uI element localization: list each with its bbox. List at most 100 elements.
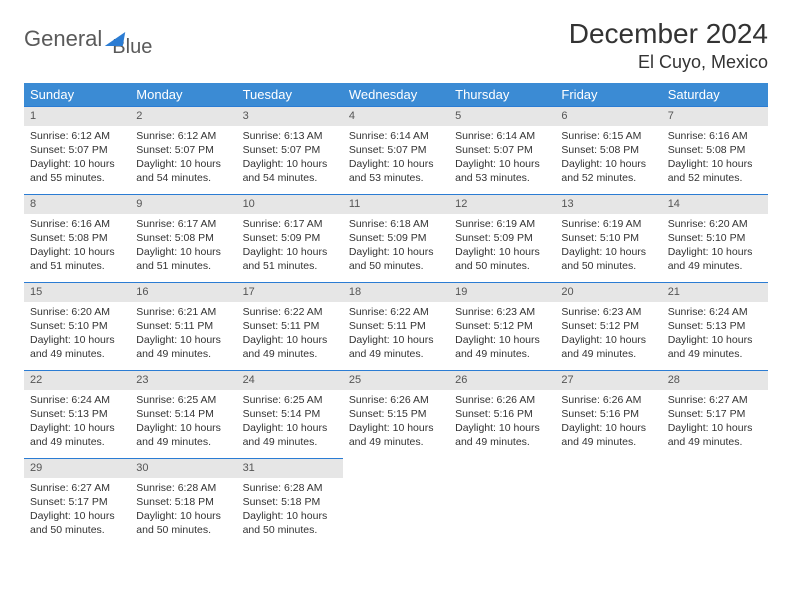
daylight-line: Daylight: 10 hours and 50 minutes. [243,509,337,537]
sunrise-line: Sunrise: 6:17 AM [243,217,337,231]
day-number: 30 [130,458,236,478]
daylight-line: Daylight: 10 hours and 49 minutes. [455,421,549,449]
day-number: 1 [24,106,130,126]
day-number: 25 [343,370,449,390]
day-number: 2 [130,106,236,126]
day-number: 6 [555,106,661,126]
sunset-line: Sunset: 5:08 PM [136,231,230,245]
sunrise-line: Sunrise: 6:12 AM [30,129,124,143]
day-number: 15 [24,282,130,302]
day-body: Sunrise: 6:12 AMSunset: 5:07 PMDaylight:… [130,126,236,192]
day-number: 21 [662,282,768,302]
sunset-line: Sunset: 5:09 PM [243,231,337,245]
sunset-line: Sunset: 5:16 PM [561,407,655,421]
calendar-cell: 28Sunrise: 6:27 AMSunset: 5:17 PMDayligh… [662,370,768,458]
calendar-cell-empty [343,458,449,546]
day-number: 10 [237,194,343,214]
sunrise-line: Sunrise: 6:16 AM [668,129,762,143]
day-number: 16 [130,282,236,302]
day-number: 17 [237,282,343,302]
sunset-line: Sunset: 5:08 PM [30,231,124,245]
day-body: Sunrise: 6:17 AMSunset: 5:09 PMDaylight:… [237,214,343,280]
sunrise-line: Sunrise: 6:22 AM [243,305,337,319]
calendar-cell: 4Sunrise: 6:14 AMSunset: 5:07 PMDaylight… [343,106,449,194]
day-number: 31 [237,458,343,478]
day-body: Sunrise: 6:20 AMSunset: 5:10 PMDaylight:… [24,302,130,368]
sunrise-line: Sunrise: 6:26 AM [349,393,443,407]
calendar-cell: 9Sunrise: 6:17 AMSunset: 5:08 PMDaylight… [130,194,236,282]
day-body: Sunrise: 6:17 AMSunset: 5:08 PMDaylight:… [130,214,236,280]
sunset-line: Sunset: 5:12 PM [561,319,655,333]
day-body: Sunrise: 6:28 AMSunset: 5:18 PMDaylight:… [237,478,343,544]
calendar-cell: 23Sunrise: 6:25 AMSunset: 5:14 PMDayligh… [130,370,236,458]
calendar-head: SundayMondayTuesdayWednesdayThursdayFrid… [24,83,768,106]
sunrise-line: Sunrise: 6:20 AM [30,305,124,319]
daylight-line: Daylight: 10 hours and 54 minutes. [243,157,337,185]
day-number: 8 [24,194,130,214]
sunrise-line: Sunrise: 6:14 AM [455,129,549,143]
sunset-line: Sunset: 5:09 PM [349,231,443,245]
calendar-cell: 16Sunrise: 6:21 AMSunset: 5:11 PMDayligh… [130,282,236,370]
sunrise-line: Sunrise: 6:27 AM [668,393,762,407]
calendar-cell: 21Sunrise: 6:24 AMSunset: 5:13 PMDayligh… [662,282,768,370]
daylight-line: Daylight: 10 hours and 50 minutes. [561,245,655,273]
sunset-line: Sunset: 5:12 PM [455,319,549,333]
sunset-line: Sunset: 5:11 PM [349,319,443,333]
day-body: Sunrise: 6:13 AMSunset: 5:07 PMDaylight:… [237,126,343,192]
calendar-cell: 5Sunrise: 6:14 AMSunset: 5:07 PMDaylight… [449,106,555,194]
sunset-line: Sunset: 5:15 PM [349,407,443,421]
sunrise-line: Sunrise: 6:26 AM [455,393,549,407]
day-number: 20 [555,282,661,302]
daylight-line: Daylight: 10 hours and 54 minutes. [136,157,230,185]
calendar-cell: 18Sunrise: 6:22 AMSunset: 5:11 PMDayligh… [343,282,449,370]
sunset-line: Sunset: 5:07 PM [136,143,230,157]
calendar-cell-empty [449,458,555,546]
sunset-line: Sunset: 5:10 PM [668,231,762,245]
day-body: Sunrise: 6:25 AMSunset: 5:14 PMDaylight:… [130,390,236,456]
day-body: Sunrise: 6:15 AMSunset: 5:08 PMDaylight:… [555,126,661,192]
day-number: 28 [662,370,768,390]
calendar-cell: 19Sunrise: 6:23 AMSunset: 5:12 PMDayligh… [449,282,555,370]
daylight-line: Daylight: 10 hours and 52 minutes. [561,157,655,185]
daylight-line: Daylight: 10 hours and 49 minutes. [136,421,230,449]
day-body: Sunrise: 6:22 AMSunset: 5:11 PMDaylight:… [237,302,343,368]
sunset-line: Sunset: 5:16 PM [455,407,549,421]
day-body: Sunrise: 6:19 AMSunset: 5:09 PMDaylight:… [449,214,555,280]
daylight-line: Daylight: 10 hours and 49 minutes. [349,333,443,361]
sunrise-line: Sunrise: 6:21 AM [136,305,230,319]
day-body: Sunrise: 6:25 AMSunset: 5:14 PMDaylight:… [237,390,343,456]
calendar-cell: 7Sunrise: 6:16 AMSunset: 5:08 PMDaylight… [662,106,768,194]
day-body: Sunrise: 6:27 AMSunset: 5:17 PMDaylight:… [662,390,768,456]
sunset-line: Sunset: 5:07 PM [30,143,124,157]
month-title: December 2024 [569,18,768,50]
weekday-header: Wednesday [343,83,449,106]
day-body: Sunrise: 6:26 AMSunset: 5:15 PMDaylight:… [343,390,449,456]
daylight-line: Daylight: 10 hours and 49 minutes. [30,333,124,361]
calendar-cell: 11Sunrise: 6:18 AMSunset: 5:09 PMDayligh… [343,194,449,282]
daylight-line: Daylight: 10 hours and 49 minutes. [561,421,655,449]
daylight-line: Daylight: 10 hours and 49 minutes. [668,245,762,273]
calendar-cell: 20Sunrise: 6:23 AMSunset: 5:12 PMDayligh… [555,282,661,370]
daylight-line: Daylight: 10 hours and 49 minutes. [243,421,337,449]
day-number: 24 [237,370,343,390]
sunrise-line: Sunrise: 6:20 AM [668,217,762,231]
weekday-header: Monday [130,83,236,106]
calendar-cell: 1Sunrise: 6:12 AMSunset: 5:07 PMDaylight… [24,106,130,194]
calendar-cell-empty [555,458,661,546]
daylight-line: Daylight: 10 hours and 49 minutes. [668,421,762,449]
title-block: December 2024 El Cuyo, Mexico [569,18,768,73]
calendar-cell: 10Sunrise: 6:17 AMSunset: 5:09 PMDayligh… [237,194,343,282]
daylight-line: Daylight: 10 hours and 49 minutes. [349,421,443,449]
daylight-line: Daylight: 10 hours and 51 minutes. [136,245,230,273]
day-body: Sunrise: 6:16 AMSunset: 5:08 PMDaylight:… [662,126,768,192]
sunset-line: Sunset: 5:10 PM [30,319,124,333]
sunrise-line: Sunrise: 6:26 AM [561,393,655,407]
sunrise-line: Sunrise: 6:25 AM [136,393,230,407]
sunrise-line: Sunrise: 6:17 AM [136,217,230,231]
calendar-cell: 26Sunrise: 6:26 AMSunset: 5:16 PMDayligh… [449,370,555,458]
day-number: 22 [24,370,130,390]
sunrise-line: Sunrise: 6:28 AM [243,481,337,495]
daylight-line: Daylight: 10 hours and 49 minutes. [561,333,655,361]
sunset-line: Sunset: 5:11 PM [243,319,337,333]
sunrise-line: Sunrise: 6:24 AM [668,305,762,319]
